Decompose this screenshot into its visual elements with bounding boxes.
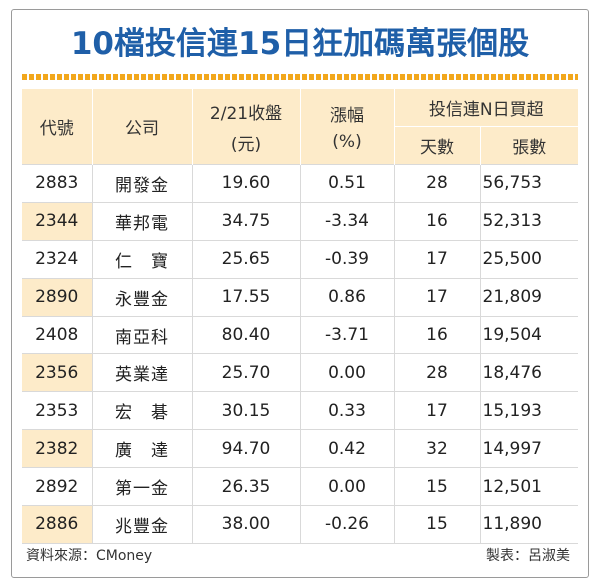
cell-code: 2408 [22,315,92,354]
stock-table: 代號 公司 2/21收盤 (元) 漲幅 (%) 投信連N日買超 天數 張數 28… [22,89,578,544]
cell-code: 2324 [22,239,92,279]
cell-close: 25.65 [191,239,300,279]
cell-close: 19.60 [191,164,300,203]
cell-company: 仁 寶 [91,239,192,279]
header-close-unit: (元) [230,134,262,155]
cell-close: 38.00 [191,505,300,544]
cell-lots: 11,890 [479,505,578,544]
cell-change: 0.51 [299,164,394,203]
cell-company: 英業達 [91,353,192,392]
table-row: 2324 仁 寶 25.65 -0.39 17 25,500 [22,239,578,279]
table-row: 2886 兆豐金 38.00 -0.26 15 11,890 [22,505,578,544]
cell-change: -0.39 [299,239,394,279]
table-row: 2892 第一金 26.35 0.00 15 12,501 [22,467,578,506]
cell-lots: 21,809 [479,277,578,317]
cell-company: 第一金 [91,467,192,506]
header-change-label: 漲幅 [330,106,364,126]
cell-lots: 52,313 [479,201,578,241]
cell-close: 25.70 [191,353,300,392]
maker-note: 製表：呂淑美 [486,548,570,564]
cell-days: 15 [393,505,480,544]
cell-lots: 15,193 [479,391,578,430]
cell-close: 30.15 [191,391,300,430]
cell-lots: 18,476 [479,353,578,392]
cell-close: 26.35 [191,467,300,506]
cell-change: -3.34 [299,201,394,241]
title-divider [22,74,578,80]
cell-company: 廣 達 [91,429,192,468]
cell-code: 2356 [22,353,92,392]
cell-lots: 25,500 [479,239,578,279]
cell-change: 0.86 [299,277,394,317]
cell-days: 17 [393,277,480,317]
cell-days: 32 [393,429,480,468]
cell-change: -0.26 [299,505,394,544]
cell-lots: 56,753 [479,164,578,203]
header-change-unit: (%) [332,132,362,152]
cell-lots: 14,997 [479,429,578,468]
table-row: 2344 華邦電 34.75 -3.34 16 52,313 [22,201,578,241]
header-close-label: 2/21收盤 [209,103,283,124]
cell-change: -3.71 [299,315,394,354]
source-note: 資料來源：CMoney [26,548,153,564]
header-code: 代號 [22,89,92,165]
cell-days: 16 [393,201,480,241]
cell-company: 宏 碁 [91,391,192,430]
cell-company: 開發金 [91,164,192,203]
cell-days: 17 [393,391,480,430]
table-row: 2353 宏 碁 30.15 0.33 17 15,193 [22,391,578,430]
cell-code: 2353 [22,391,92,430]
cell-change: 0.42 [299,429,394,468]
header-change: 漲幅 (%) [299,89,394,165]
cell-days: 15 [393,467,480,506]
cell-close: 94.70 [191,429,300,468]
table-row: 2408 南亞科 80.40 -3.71 16 19,504 [22,315,578,354]
header-lots: 張數 [479,126,578,165]
table-row: 2382 廣 達 94.70 0.42 32 14,997 [22,429,578,468]
cell-lots: 12,501 [479,467,578,506]
cell-close: 80.40 [191,315,300,354]
cell-code: 2344 [22,201,92,241]
cell-code: 2892 [22,467,92,506]
cell-change: 0.00 [299,467,394,506]
header-close: 2/21收盤 (元) [191,89,300,165]
cell-company: 南亞科 [91,315,192,354]
cell-days: 28 [393,164,480,203]
cell-change: 0.33 [299,391,394,430]
cell-code: 2890 [22,277,92,317]
cell-company: 華邦電 [91,201,192,241]
header-row: 代號 公司 2/21收盤 (元) 漲幅 (%) 投信連N日買超 [22,89,578,165]
cell-close: 34.75 [191,201,300,241]
table-row: 2356 英業達 25.70 0.00 28 18,476 [22,353,578,392]
cell-lots: 19,504 [479,315,578,354]
table-row: 2883 開發金 19.60 0.51 28 56,753 [22,164,578,203]
header-company: 公司 [91,89,192,165]
cell-company: 兆豐金 [91,505,192,544]
cell-company: 永豐金 [91,277,192,317]
cell-code: 2883 [22,164,92,203]
cell-close: 17.55 [191,277,300,317]
header-group: 投信連N日買超 [393,89,578,127]
header-days: 天數 [393,126,480,165]
table-row: 2890 永豐金 17.55 0.86 17 21,809 [22,277,578,317]
header-subrow: 天數 張數 [22,126,578,165]
page-title: 10檔投信連15日狂加碼萬張個股 [70,26,530,62]
cell-code: 2886 [22,505,92,544]
cell-code: 2382 [22,429,92,468]
cell-days: 28 [393,353,480,392]
cell-change: 0.00 [299,353,394,392]
cell-days: 16 [393,315,480,354]
cell-days: 17 [393,239,480,279]
